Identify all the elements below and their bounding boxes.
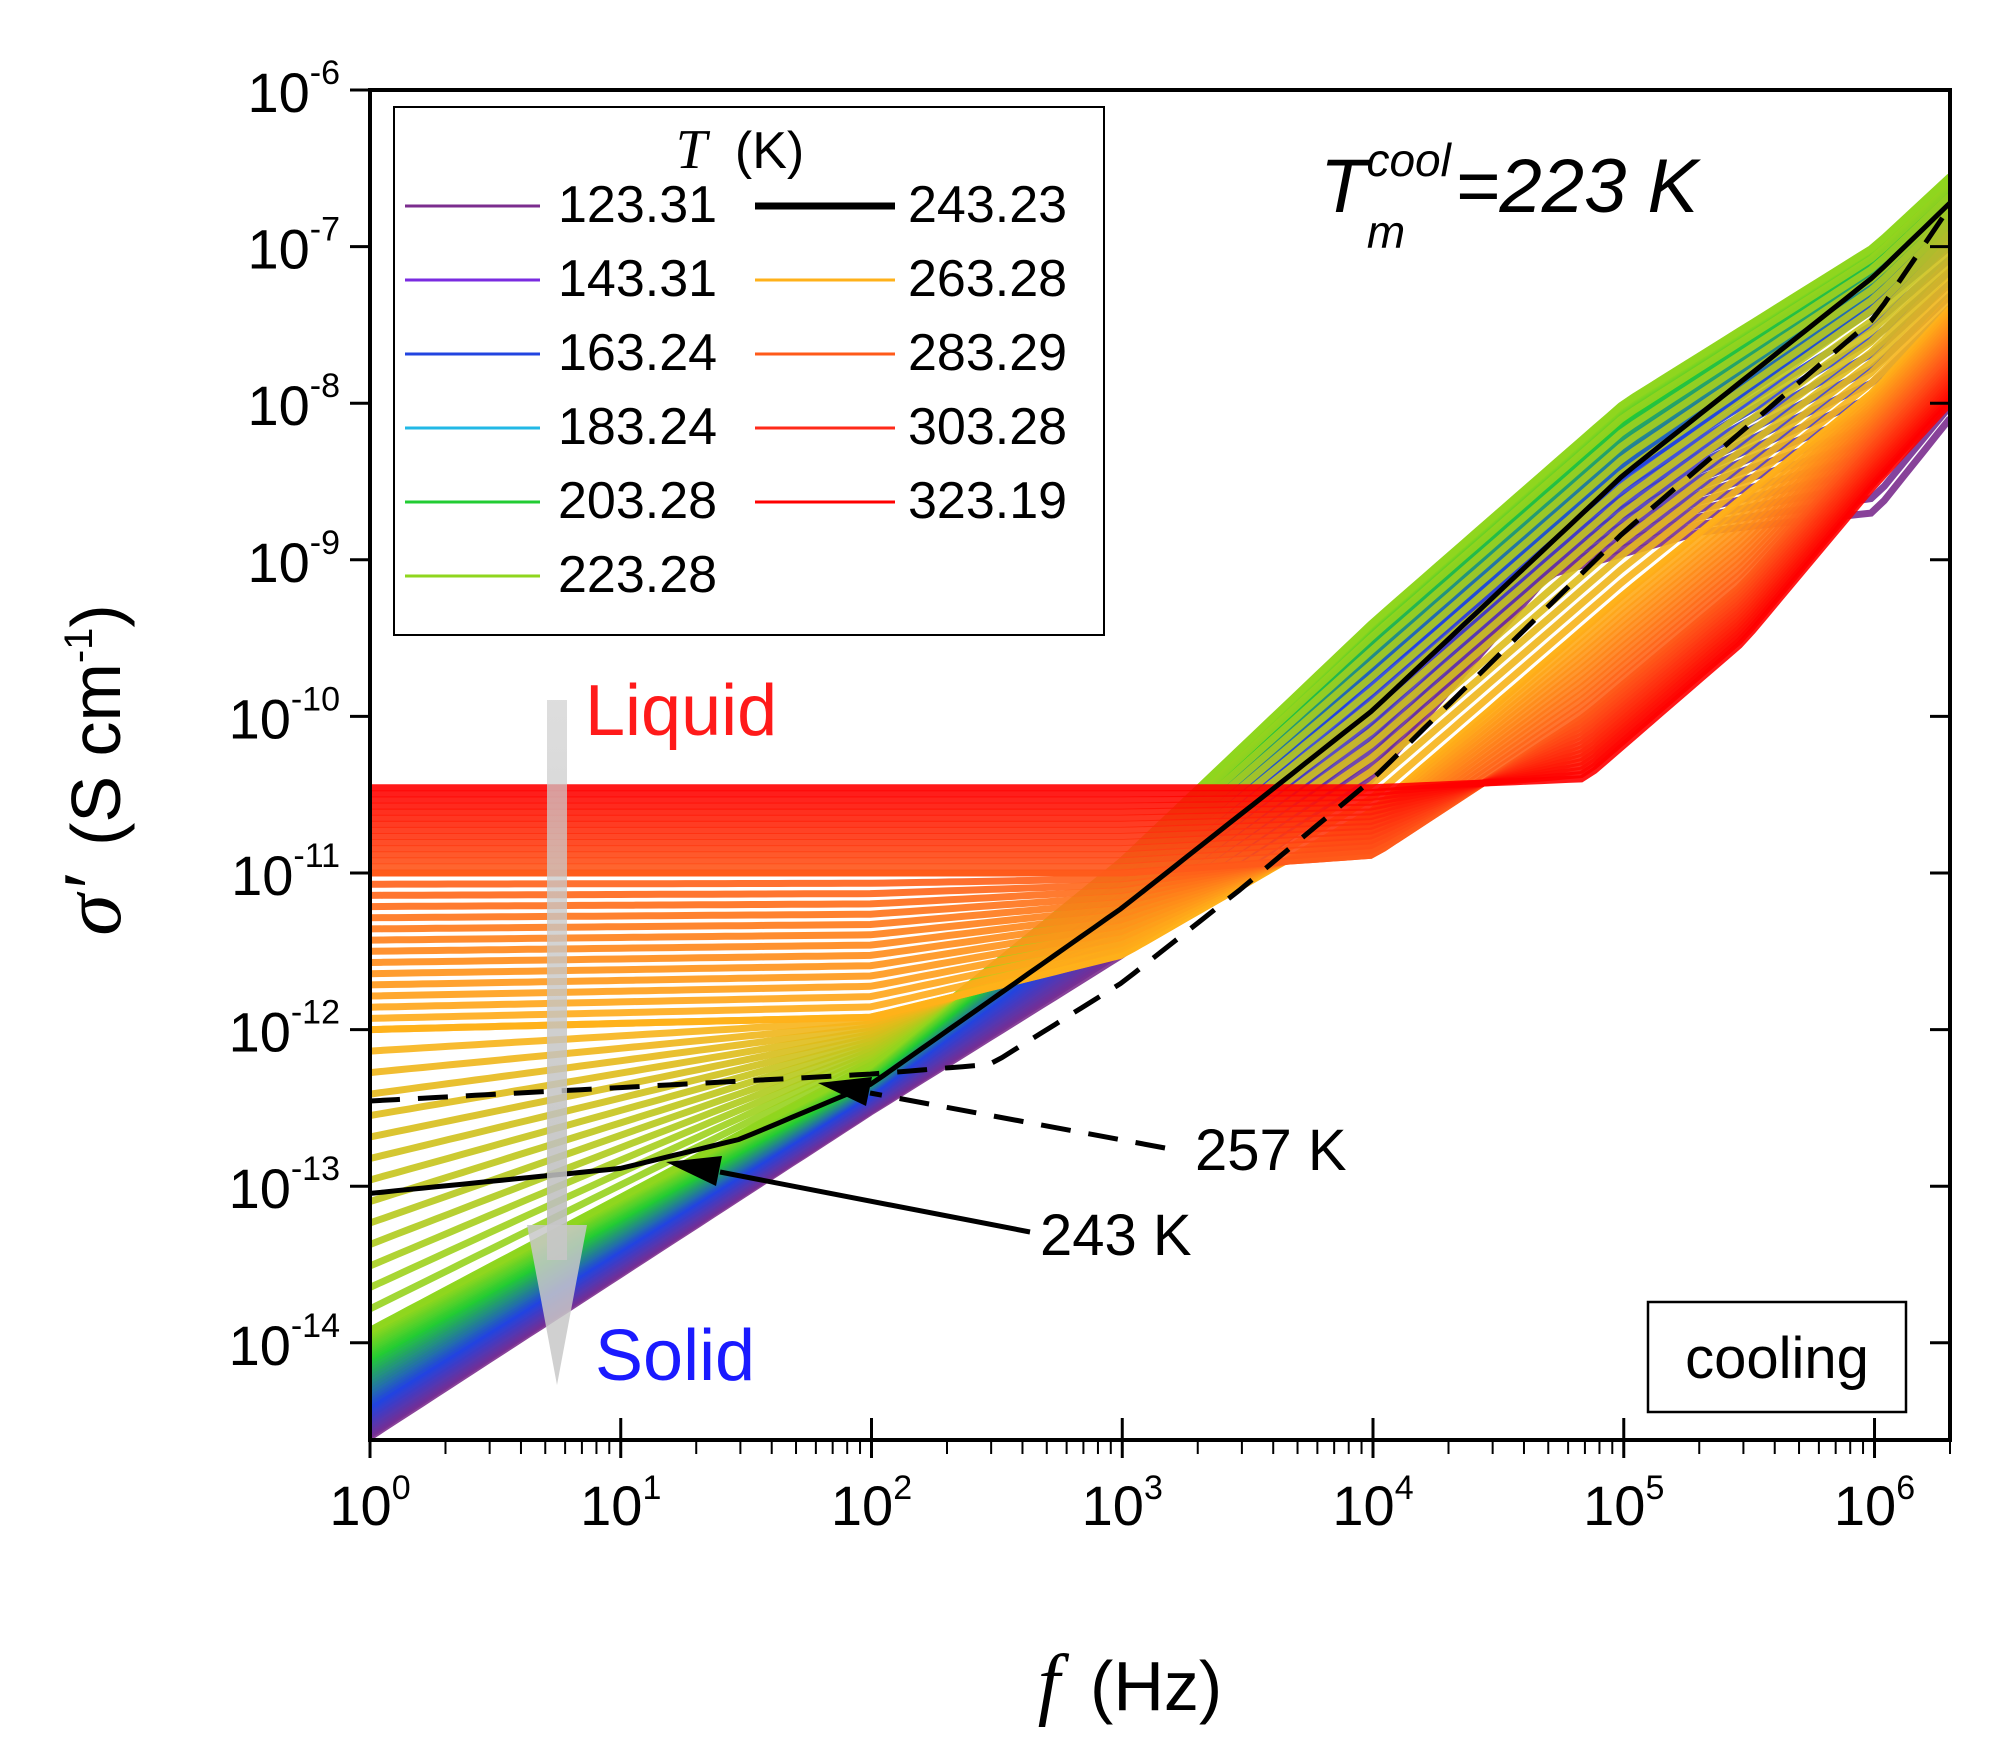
legend-label: 303.28 <box>908 398 1067 456</box>
legend-box <box>393 106 1105 636</box>
legend-label: 123.31 <box>558 176 717 234</box>
x-axis-title: f (Hz) <box>1038 1640 1222 1728</box>
y-tick-label: 10-11 <box>231 837 340 907</box>
cooling-box <box>1646 1300 1908 1414</box>
x-tick-label: 105 <box>1583 1469 1664 1537</box>
x-tick-label: 100 <box>329 1469 410 1537</box>
legend-label: 143.31 <box>558 250 717 308</box>
temperature-curve <box>370 400 1950 792</box>
x-axis-ticks: 100 101 102 103 104 105 106 <box>329 1418 1951 1537</box>
temperature-curve <box>370 316 1950 1000</box>
y-tick-label: 10-14 <box>229 1307 340 1377</box>
legend-label: 223.28 <box>558 546 717 604</box>
temperature-curve <box>370 330 1950 955</box>
series-257k-dashed <box>370 205 1950 1104</box>
temperature-curve <box>370 336 1950 933</box>
temperature-curve <box>370 306 1950 1034</box>
y-tick-label: 10-6 <box>247 54 340 124</box>
pointer-243k <box>666 1156 1031 1235</box>
y-axis-title: σ′(S cm-1) <box>46 604 139 935</box>
legend-label: 263.28 <box>908 250 1067 308</box>
legend-label: 203.28 <box>558 472 717 530</box>
temperature-curve <box>370 323 1950 978</box>
y-tick-label: 10-12 <box>229 994 340 1064</box>
tm-annotation: Tcool m=223 K <box>1320 134 1701 258</box>
legend-label: 183.24 <box>558 398 717 456</box>
x-tick-label: 102 <box>831 1469 912 1537</box>
legend-label: 323.19 <box>908 472 1067 530</box>
x-tick-label: 104 <box>1332 1469 1413 1537</box>
temperature-curve <box>370 343 1950 911</box>
temperature-curve <box>370 350 1950 888</box>
x-tick-label: 106 <box>1834 1469 1915 1537</box>
liquid-label: Liquid <box>585 671 777 751</box>
temperature-curve <box>370 309 1950 1022</box>
cooling-label: cooling <box>1685 1326 1869 1391</box>
x-tick-label: 103 <box>1082 1469 1163 1537</box>
y-tick-label: 10-13 <box>229 1150 340 1220</box>
legend: T (K) 123.31 143.31 163.24 183.24 203.28 223.2… <box>393 106 1105 636</box>
solid-label: Solid <box>595 1316 755 1396</box>
legend-label: 243.23 <box>908 176 1067 234</box>
y-tick-label: 10-9 <box>247 524 340 594</box>
plot-frame <box>368 88 1952 1442</box>
legend-entries: 123.31 143.31 163.24 183.24 203.28 223.28 243.… <box>405 176 1067 604</box>
legend-title: T (K) <box>676 119 804 181</box>
y-tick-label: 10-8 <box>247 367 340 437</box>
x-tick-label: 101 <box>580 1469 661 1537</box>
temperature-curve <box>370 340 1950 922</box>
y-tick-label: 10-7 <box>247 211 340 281</box>
series-243k <box>370 201 1950 1196</box>
label-243k: 243 K <box>1040 1203 1192 1268</box>
pointer-257k <box>818 1077 1166 1151</box>
series-lines <box>370 201 1950 1196</box>
temperature-curve <box>370 333 1950 944</box>
phase-transition-arrow <box>527 700 587 1385</box>
label-257k: 257 K <box>1195 1118 1347 1183</box>
temperature-curve <box>370 313 1950 1011</box>
legend-label: 163.24 <box>558 324 717 382</box>
y-axis-ticks: 10-6 10-7 10-8 10-9 10-10 10-11 10-12 10-13 10-1… <box>229 54 1950 1377</box>
y-tick-label: 10-10 <box>229 680 340 750</box>
legend-label: 283.29 <box>908 324 1067 382</box>
temperature-curve <box>370 320 1950 989</box>
temperature-curve <box>370 326 1950 966</box>
